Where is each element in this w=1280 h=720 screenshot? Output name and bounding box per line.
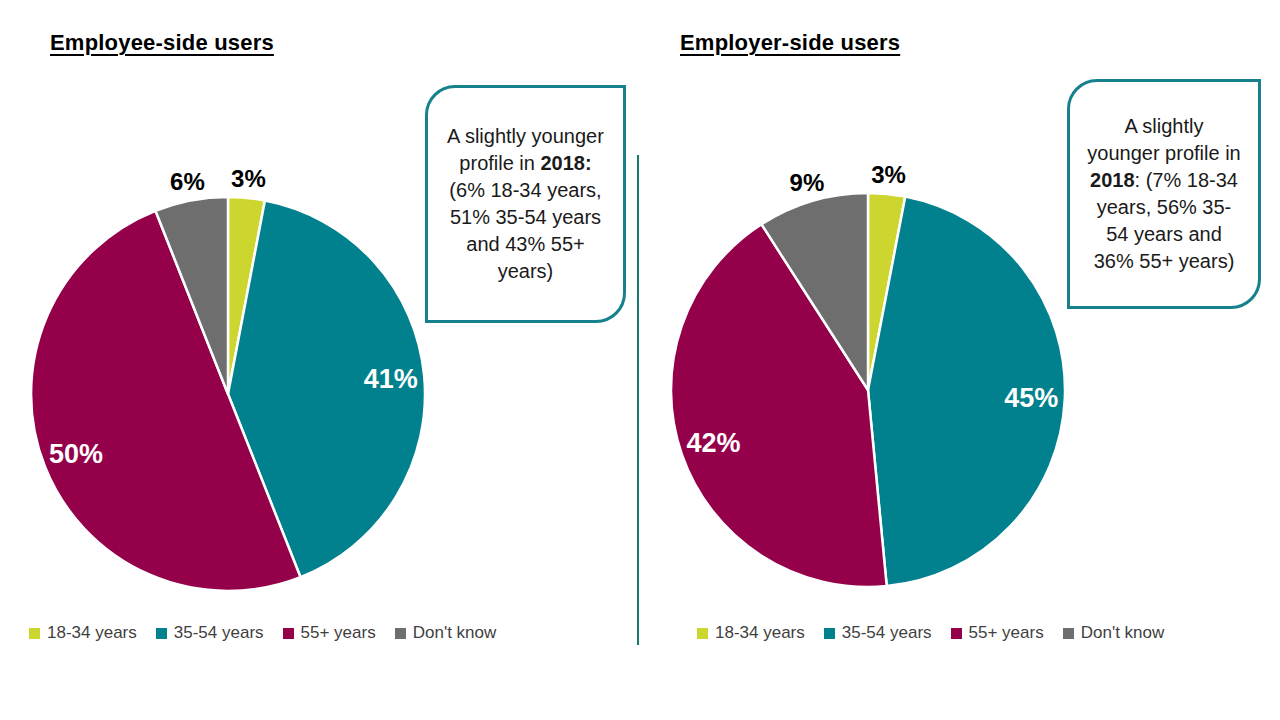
- legend-item: Don't know: [1063, 623, 1165, 643]
- legend-swatch-icon: [697, 628, 708, 639]
- pie-chart-employee: 3% 41% 50% 6%: [0, 150, 458, 610]
- callout-text: A slightly younger profile in: [1087, 115, 1240, 164]
- callout-text: (6% 18-34 years, 51% 35-54 years and 43%…: [449, 179, 601, 282]
- legend-item: 18-34 years: [697, 623, 805, 643]
- chart-title-employee: Employee-side users: [50, 30, 274, 56]
- callout-2018-comparison-employer: A slightly younger profile in 2018: (7% …: [1067, 79, 1261, 309]
- legend-employee: 18-34 years 35-54 years 55+ years Don't kno…: [29, 620, 496, 646]
- legend-label: 55+ years: [301, 623, 376, 643]
- slide: Employee-side users Employer-side users …: [0, 0, 1280, 720]
- legend-swatch-icon: [156, 628, 167, 639]
- legend-swatch-icon: [29, 628, 40, 639]
- legend-item: 35-54 years: [156, 623, 264, 643]
- pie-data-label: 41%: [364, 364, 418, 394]
- legend-swatch-icon: [824, 628, 835, 639]
- legend-label: 35-54 years: [174, 623, 264, 643]
- pie-data-label: 3%: [871, 161, 906, 188]
- legend-item: 55+ years: [951, 623, 1044, 643]
- pie-data-label: 42%: [686, 428, 740, 458]
- legend-label: 18-34 years: [47, 623, 137, 643]
- legend-item: Don't know: [395, 623, 497, 643]
- vertical-divider: [637, 155, 639, 645]
- legend-item: 55+ years: [283, 623, 376, 643]
- legend-swatch-icon: [283, 628, 294, 639]
- legend-swatch-icon: [395, 628, 406, 639]
- legend-label: Don't know: [413, 623, 497, 643]
- pie-data-label: 9%: [790, 169, 825, 196]
- legend-item: 35-54 years: [824, 623, 932, 643]
- chart-title-employer: Employer-side users: [680, 30, 900, 56]
- callout-2018-comparison-employee: A slightly younger profile in 2018: (6% …: [425, 85, 626, 323]
- legend-label: 35-54 years: [842, 623, 932, 643]
- callout-bold-year: 2018: [1090, 169, 1135, 191]
- legend-swatch-icon: [951, 628, 962, 639]
- pie-data-label: 6%: [170, 168, 205, 195]
- legend-employer: 18-34 years 35-54 years 55+ years Don't kno…: [697, 620, 1164, 646]
- callout-bold-year: 2018:: [541, 152, 592, 174]
- legend-swatch-icon: [1063, 628, 1074, 639]
- pie-data-label: 45%: [1004, 383, 1058, 413]
- legend-item: 18-34 years: [29, 623, 137, 643]
- legend-label: 18-34 years: [715, 623, 805, 643]
- pie-data-label: 50%: [49, 439, 103, 469]
- legend-label: 55+ years: [969, 623, 1044, 643]
- pie-data-label: 3%: [231, 165, 266, 192]
- legend-label: Don't know: [1081, 623, 1165, 643]
- pie-chart-employer: 3% 45% 42% 9%: [638, 146, 1098, 606]
